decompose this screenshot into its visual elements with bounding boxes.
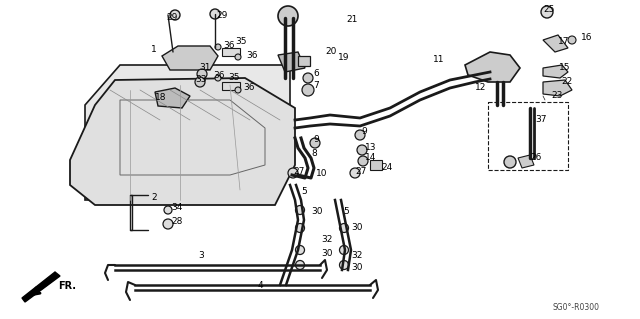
Circle shape	[339, 224, 349, 233]
Text: 5: 5	[343, 207, 349, 217]
Text: 37: 37	[535, 115, 547, 124]
Text: 12: 12	[475, 84, 486, 93]
Text: 27: 27	[293, 167, 305, 176]
Circle shape	[278, 6, 298, 26]
Text: 3: 3	[198, 250, 204, 259]
Polygon shape	[543, 65, 568, 78]
Text: 15: 15	[559, 63, 570, 72]
Text: 30: 30	[311, 207, 323, 217]
Text: 4: 4	[258, 280, 264, 290]
Text: 33: 33	[195, 76, 207, 85]
Text: 36: 36	[223, 41, 234, 49]
Text: 30: 30	[351, 224, 362, 233]
Text: 35: 35	[235, 38, 246, 47]
Text: 34: 34	[171, 204, 182, 212]
Polygon shape	[543, 80, 572, 96]
Circle shape	[288, 168, 298, 178]
Polygon shape	[278, 52, 305, 72]
Bar	[298, 56, 310, 66]
Bar	[130, 195, 132, 230]
Text: 29: 29	[216, 11, 227, 20]
Text: 27: 27	[355, 167, 366, 176]
Text: 20: 20	[325, 48, 337, 56]
Polygon shape	[162, 46, 218, 70]
Text: 32: 32	[321, 235, 332, 244]
Polygon shape	[85, 155, 255, 200]
Text: 36: 36	[213, 70, 225, 79]
Text: 19: 19	[338, 54, 349, 63]
Circle shape	[296, 224, 305, 233]
Text: 23: 23	[551, 92, 563, 100]
Circle shape	[197, 69, 207, 79]
Text: 30: 30	[321, 249, 333, 257]
Text: 7: 7	[313, 80, 319, 90]
Circle shape	[296, 205, 305, 214]
Circle shape	[310, 138, 320, 148]
Circle shape	[296, 261, 305, 270]
Polygon shape	[155, 88, 190, 108]
Circle shape	[170, 10, 180, 20]
Text: 11: 11	[433, 56, 445, 64]
Text: 17: 17	[558, 38, 570, 47]
Text: 1: 1	[151, 46, 157, 55]
Circle shape	[541, 6, 553, 18]
Polygon shape	[465, 52, 520, 82]
Circle shape	[164, 206, 172, 214]
Circle shape	[350, 168, 360, 178]
Text: 8: 8	[311, 149, 317, 158]
Circle shape	[504, 156, 516, 168]
Text: 32: 32	[351, 250, 362, 259]
Polygon shape	[85, 65, 290, 155]
Circle shape	[568, 36, 576, 44]
Text: 2: 2	[151, 194, 157, 203]
Text: 13: 13	[365, 144, 376, 152]
Circle shape	[355, 130, 365, 140]
Circle shape	[210, 9, 220, 19]
Text: 29: 29	[166, 13, 177, 23]
Text: 18: 18	[155, 93, 166, 102]
Circle shape	[302, 84, 314, 96]
Text: 16: 16	[581, 33, 593, 42]
Text: 9: 9	[361, 128, 367, 137]
Circle shape	[235, 87, 241, 93]
Text: 5: 5	[301, 188, 307, 197]
Polygon shape	[518, 155, 534, 168]
Text: 9: 9	[313, 136, 319, 145]
Circle shape	[296, 246, 305, 255]
Text: 31: 31	[199, 63, 211, 72]
Circle shape	[303, 73, 313, 83]
Bar	[222, 48, 240, 56]
Text: 28: 28	[171, 218, 182, 226]
Circle shape	[357, 145, 367, 155]
Circle shape	[215, 75, 221, 81]
Bar	[370, 160, 382, 170]
Text: 21: 21	[346, 16, 357, 25]
Circle shape	[235, 54, 241, 60]
Text: 6: 6	[313, 69, 319, 78]
Text: 36: 36	[243, 84, 255, 93]
Text: 30: 30	[351, 263, 362, 272]
Text: 35: 35	[228, 73, 239, 83]
Polygon shape	[70, 78, 295, 205]
Circle shape	[339, 261, 349, 270]
Circle shape	[358, 156, 368, 166]
Text: 14: 14	[365, 153, 376, 162]
Text: 24: 24	[381, 164, 392, 173]
Text: FR.: FR.	[58, 281, 76, 291]
Bar	[222, 82, 240, 90]
Text: 25: 25	[543, 5, 554, 14]
Circle shape	[215, 44, 221, 50]
Polygon shape	[255, 115, 290, 200]
Text: 22: 22	[561, 78, 572, 86]
Bar	[488, 102, 568, 170]
Text: 10: 10	[316, 169, 328, 179]
Text: 26: 26	[530, 153, 541, 162]
Polygon shape	[543, 35, 568, 52]
Text: SG0°-R0300: SG0°-R0300	[552, 303, 600, 313]
Circle shape	[195, 77, 205, 87]
Circle shape	[339, 246, 349, 255]
Text: 36: 36	[246, 50, 257, 60]
Circle shape	[163, 219, 173, 229]
Polygon shape	[22, 272, 60, 302]
